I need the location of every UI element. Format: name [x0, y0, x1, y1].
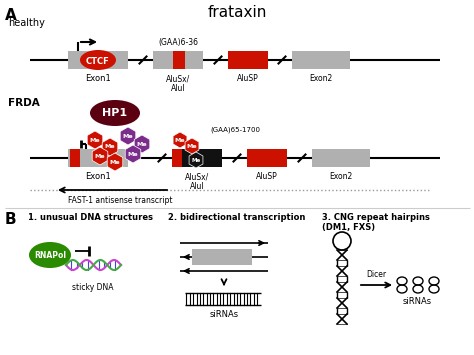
Text: CTCF: CTCF — [86, 56, 110, 66]
Text: Me: Me — [175, 137, 185, 142]
Bar — [68, 51, 128, 69]
Text: RNAPol: RNAPol — [34, 251, 66, 260]
Polygon shape — [189, 152, 203, 168]
Text: Dicer: Dicer — [366, 270, 386, 279]
Text: frataxin: frataxin — [207, 5, 267, 20]
Text: Me: Me — [123, 133, 133, 138]
Ellipse shape — [29, 242, 71, 268]
Text: Exon2: Exon2 — [310, 74, 333, 83]
Text: Me: Me — [95, 153, 105, 158]
Text: Exon1: Exon1 — [85, 172, 111, 181]
Bar — [68, 149, 128, 167]
Text: Me: Me — [187, 143, 197, 148]
Polygon shape — [173, 132, 187, 148]
Text: AluSP: AluSP — [237, 74, 259, 83]
Bar — [172, 149, 182, 167]
Ellipse shape — [90, 100, 140, 126]
Text: Me: Me — [90, 137, 100, 142]
Text: sticky DNA: sticky DNA — [72, 283, 114, 292]
Text: Me: Me — [105, 144, 115, 149]
Text: (GAA)65-1700: (GAA)65-1700 — [210, 126, 260, 133]
Text: Me: Me — [191, 158, 201, 163]
Bar — [192, 249, 252, 265]
Bar — [292, 51, 350, 69]
Text: FAST-1 antisense transcript: FAST-1 antisense transcript — [68, 196, 173, 205]
Polygon shape — [107, 153, 123, 171]
Text: AluSx/
AluI: AluSx/ AluI — [166, 74, 190, 93]
Text: siRNAs: siRNAs — [402, 297, 431, 306]
Polygon shape — [87, 131, 103, 149]
Text: siRNAs: siRNAs — [210, 310, 238, 319]
Bar — [228, 51, 268, 69]
Bar — [247, 149, 287, 167]
Text: Me: Me — [128, 152, 138, 157]
Text: FRDA: FRDA — [8, 98, 40, 108]
Text: HP1: HP1 — [102, 108, 128, 118]
Text: AluSx/
AluI: AluSx/ AluI — [185, 172, 209, 191]
Bar — [173, 51, 185, 69]
Polygon shape — [185, 138, 199, 154]
Text: 2. bidirectional transcription: 2. bidirectional transcription — [168, 213, 305, 222]
Text: Exon1: Exon1 — [85, 74, 111, 83]
Polygon shape — [125, 145, 141, 163]
Polygon shape — [134, 135, 150, 153]
Text: healthy: healthy — [8, 18, 45, 28]
Text: AluSP: AluSP — [256, 172, 278, 181]
Bar — [172, 149, 222, 167]
Text: Me: Me — [109, 159, 120, 164]
Polygon shape — [92, 147, 108, 165]
Text: 3. CNG repeat hairpins
(DM1, FXS): 3. CNG repeat hairpins (DM1, FXS) — [322, 213, 430, 233]
Ellipse shape — [80, 50, 116, 70]
Text: 1. unusual DNA structures: 1. unusual DNA structures — [28, 213, 153, 222]
Bar — [153, 51, 203, 69]
Text: Exon2: Exon2 — [329, 172, 353, 181]
Text: B: B — [5, 212, 17, 227]
Bar — [70, 149, 80, 167]
Polygon shape — [120, 127, 136, 145]
Polygon shape — [102, 138, 118, 156]
Bar — [312, 149, 370, 167]
Text: Me: Me — [137, 142, 147, 147]
Text: (GAA)6-36: (GAA)6-36 — [158, 38, 198, 47]
Text: A: A — [5, 8, 17, 23]
